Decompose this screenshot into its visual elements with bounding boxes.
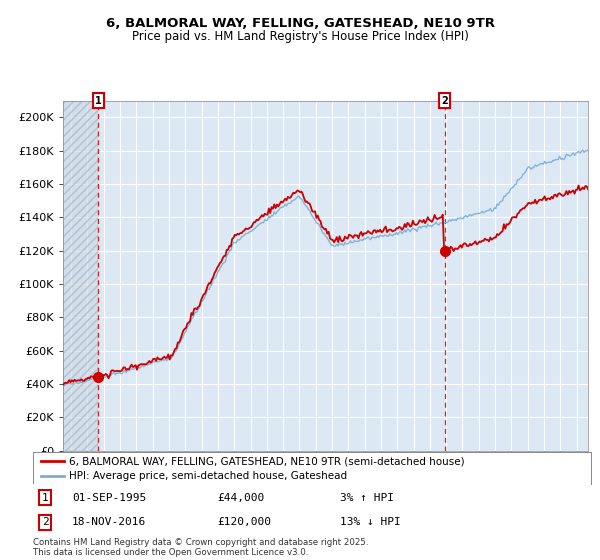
Text: 1: 1	[42, 493, 49, 502]
Text: £120,000: £120,000	[217, 517, 271, 528]
Text: 13% ↓ HPI: 13% ↓ HPI	[340, 517, 401, 528]
Text: 1: 1	[95, 96, 102, 106]
Text: 3% ↑ HPI: 3% ↑ HPI	[340, 493, 394, 502]
Text: 18-NOV-2016: 18-NOV-2016	[72, 517, 146, 528]
Text: Price paid vs. HM Land Registry's House Price Index (HPI): Price paid vs. HM Land Registry's House …	[131, 30, 469, 44]
Text: HPI: Average price, semi-detached house, Gateshead: HPI: Average price, semi-detached house,…	[69, 472, 347, 482]
Bar	[63, 101, 98, 451]
Text: 01-SEP-1995: 01-SEP-1995	[72, 493, 146, 502]
Text: 2: 2	[42, 517, 49, 528]
Text: 6, BALMORAL WAY, FELLING, GATESHEAD, NE10 9TR (semi-detached house): 6, BALMORAL WAY, FELLING, GATESHEAD, NE1…	[69, 456, 465, 466]
Text: 2: 2	[441, 96, 448, 106]
Text: £44,000: £44,000	[217, 493, 265, 502]
Text: 6, BALMORAL WAY, FELLING, GATESHEAD, NE10 9TR: 6, BALMORAL WAY, FELLING, GATESHEAD, NE1…	[106, 17, 494, 30]
Text: Contains HM Land Registry data © Crown copyright and database right 2025.
This d: Contains HM Land Registry data © Crown c…	[33, 538, 368, 557]
